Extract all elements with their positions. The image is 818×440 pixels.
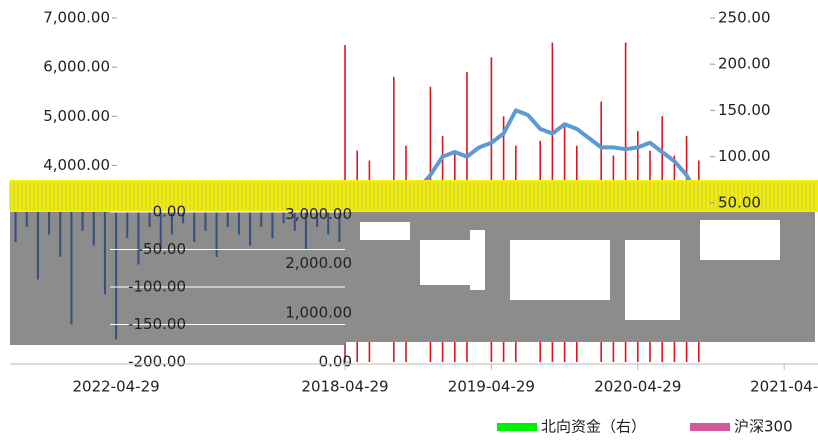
y2-tick-label: 50.00 <box>718 193 761 211</box>
bar <box>193 212 196 242</box>
bar <box>48 212 51 235</box>
bar <box>126 212 129 239</box>
bar <box>316 212 319 227</box>
bar <box>25 212 28 227</box>
bar <box>70 212 73 325</box>
y-tick-label: 7,000.00 <box>43 9 110 27</box>
y-tick-label: 5,000.00 <box>43 107 110 125</box>
y2-tick-label: 150.00 <box>718 101 771 119</box>
y-tick-label: 0.00 <box>153 203 186 221</box>
bar <box>215 212 218 257</box>
bar <box>260 212 263 227</box>
bar <box>237 212 240 235</box>
y-tick-label: 0.00 <box>319 353 352 371</box>
y-tick-label: 3,000.00 <box>285 205 352 223</box>
bar <box>204 212 207 231</box>
bar <box>304 212 307 250</box>
overlay-gap <box>470 230 485 290</box>
y2-tick-label: 250.00 <box>718 9 771 27</box>
bar <box>148 212 151 227</box>
x-tick-label: 2018-04-29 <box>301 378 388 396</box>
legend-label: 沪深300 <box>734 418 793 436</box>
bar <box>159 212 162 250</box>
bar <box>92 212 95 246</box>
bar <box>338 212 341 242</box>
x-tick-label: 2021-04- <box>750 378 818 396</box>
y-tick-label: 4,000.00 <box>43 156 110 174</box>
y-tick-label: -200.00 <box>128 353 186 371</box>
bar <box>226 212 229 227</box>
overlay-gap <box>360 222 410 240</box>
legend-label: 北向资金（右） <box>541 418 646 436</box>
y-tick-label: 6,000.00 <box>43 58 110 76</box>
y-tick-label: 1,000.00 <box>285 303 352 321</box>
bar <box>115 212 118 340</box>
legend-swatch <box>690 423 730 431</box>
overlay-gap <box>700 220 780 260</box>
y-tick-label: -100.00 <box>128 278 186 296</box>
y-tick-label: -50.00 <box>138 240 186 258</box>
bar <box>103 212 106 295</box>
y-tick-label: -150.00 <box>128 315 186 333</box>
bar <box>293 212 296 231</box>
overlay-block <box>10 212 345 345</box>
x-tick-label: 2020-04-29 <box>594 378 681 396</box>
bar <box>182 212 185 224</box>
bar <box>327 212 330 235</box>
bar <box>36 212 39 280</box>
overlay-gap <box>625 240 680 320</box>
bar <box>59 212 62 257</box>
x-tick-label: 2019-04-29 <box>448 378 535 396</box>
bar <box>170 212 173 235</box>
bar <box>282 212 285 224</box>
bar <box>249 212 252 246</box>
overlay-gap <box>510 240 610 300</box>
bar <box>14 212 17 242</box>
bar <box>137 212 140 265</box>
y-tick-label: 2,000.00 <box>285 254 352 272</box>
bar <box>271 212 274 239</box>
y2-tick-label: 100.00 <box>718 147 771 165</box>
x-tick-label: 2022-04-29 <box>72 378 159 396</box>
bar <box>81 212 84 231</box>
legend-swatch <box>497 423 537 431</box>
y2-tick-label: 200.00 <box>718 55 771 73</box>
